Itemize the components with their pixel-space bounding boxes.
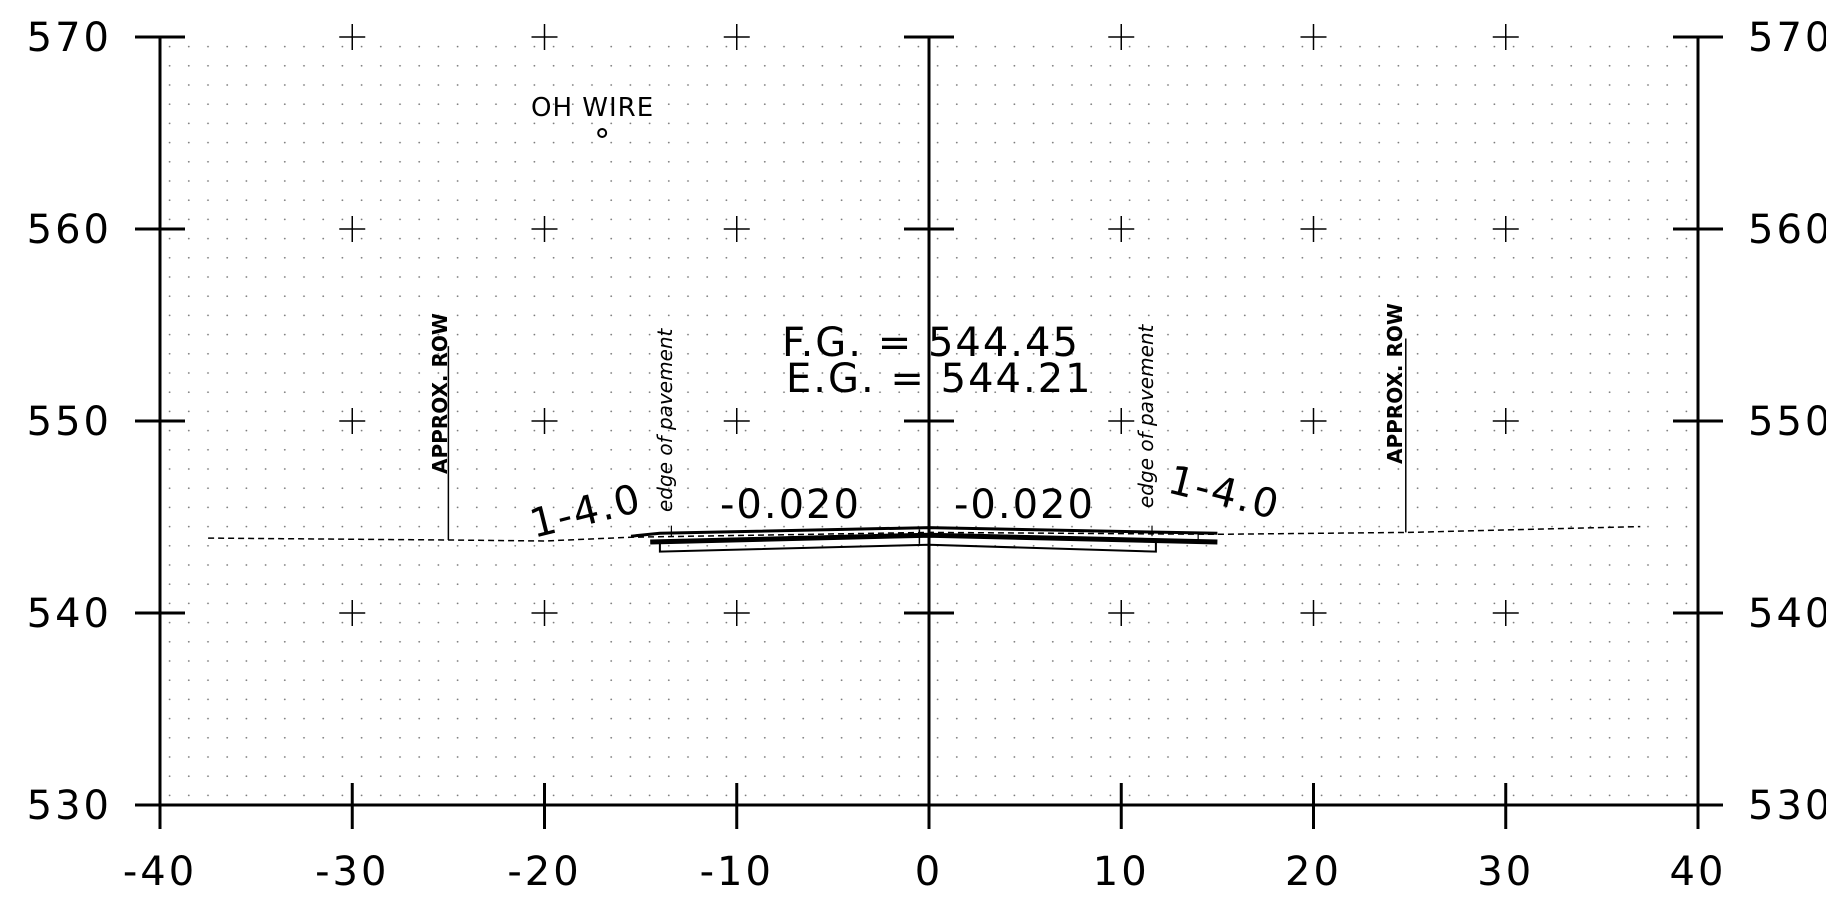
x-tick-label: -20	[507, 849, 581, 895]
existing-ground-line	[208, 525, 1641, 542]
x-tick-label: 10	[1093, 849, 1150, 895]
x-tick-label: 0	[915, 849, 943, 895]
y-tick-label-left: 560	[27, 207, 112, 253]
x-tick-label: -40	[123, 849, 197, 895]
section-geometry	[208, 338, 1641, 553]
y-tick-label-right: 560	[1748, 207, 1826, 253]
edge-of-pavement-label-left: edge of pavement	[653, 327, 677, 512]
x-tick-label: 40	[1670, 849, 1727, 895]
slope-label-right: -0.020	[954, 482, 1095, 528]
row-label-right: APPROX. ROW	[1383, 303, 1407, 464]
fg-label: F.G. = 544.45	[782, 320, 1080, 366]
y-tick-label-right: 540	[1748, 591, 1826, 637]
pavement-surface-line	[650, 532, 1218, 545]
y-tick-label-right: 570	[1748, 15, 1826, 61]
edge-of-pavement-label-right: edge of pavement	[1134, 323, 1158, 508]
y-tick-label-right: 530	[1748, 783, 1826, 829]
x-tick-label: -30	[315, 849, 389, 895]
axis-ticks: 530 530 540 540 550 550 560 560 570 570 -40 -30 -20 -…	[27, 15, 1826, 895]
wire-point	[597, 128, 608, 138]
x-tick-label: -10	[700, 849, 774, 895]
y-tick-label-right: 550	[1748, 399, 1826, 445]
y-tick-label-left: 570	[27, 15, 112, 61]
pavement-top-line	[630, 526, 1218, 538]
x-tick-label: 30	[1477, 849, 1534, 895]
y-tick-label-left: 550	[27, 399, 112, 445]
slope-label-left: -0.020	[720, 482, 861, 528]
x-tick-label: 20	[1285, 849, 1342, 895]
grid-crosses	[339, 24, 1519, 626]
y-tick-label-left: 540	[27, 591, 112, 637]
row-label-left: APPROX. ROW	[428, 313, 452, 474]
wire-label: OH WIRE	[531, 93, 654, 123]
eg-label: E.G. = 544.21	[786, 356, 1093, 402]
y-tick-label-left: 530	[27, 783, 112, 829]
base-course-outline	[658, 541, 1157, 553]
